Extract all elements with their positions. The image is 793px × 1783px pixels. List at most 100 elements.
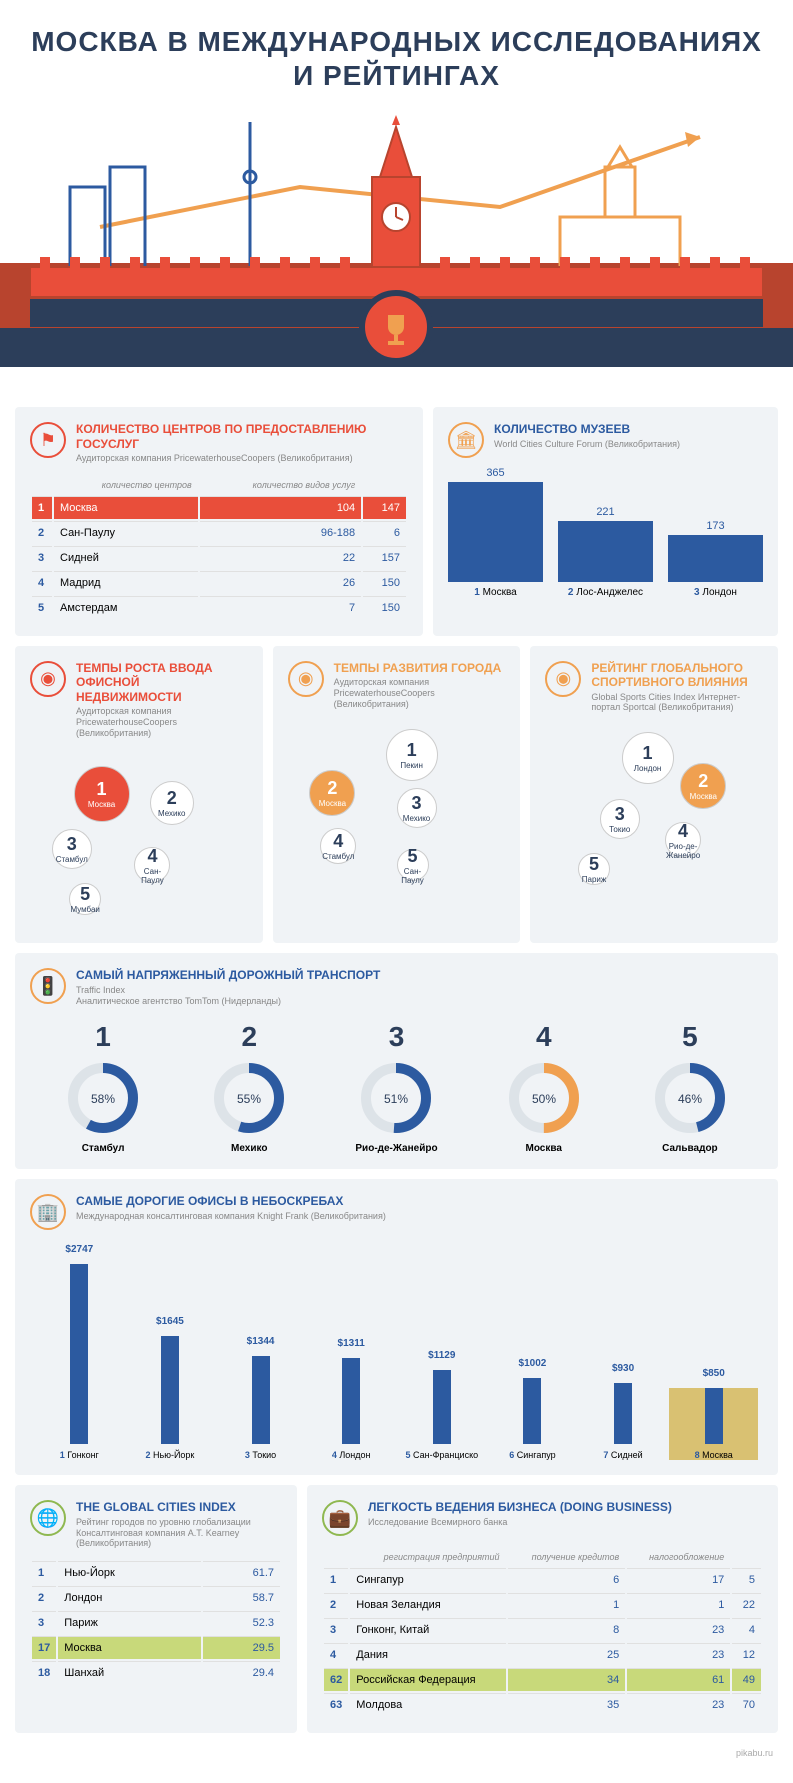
table-row: 2Сан-Паулу96-1886 bbox=[32, 521, 406, 544]
office-bar: $13443 Токио bbox=[216, 1356, 305, 1460]
traffic-title: САМЫЙ НАПРЯЖЕННЫЙ ДОРОЖНЫЙ ТРАНСПОРТ bbox=[76, 968, 380, 982]
bubble-title: ТЕМПЫ РАЗВИТИЯ ГОРОДА bbox=[334, 661, 506, 675]
bubble: 5Сан-Паулу bbox=[397, 849, 429, 881]
bubble-sub: Аудиторская компания PricewaterhouseCoop… bbox=[76, 706, 248, 738]
office-bar: $10026 Сингапур bbox=[488, 1378, 577, 1460]
bubble: 1Лондон bbox=[622, 732, 674, 784]
bubble-chart: 1Пекин 2Москва 3Мехико 4Стамбул 5Сан-Паулу bbox=[288, 720, 506, 900]
centers-title: КОЛИЧЕСТВО ЦЕНТРОВ ПО ПРЕДОСТАВЛЕНИЮ ГОС… bbox=[76, 422, 408, 451]
svg-text:46%: 46% bbox=[678, 1092, 702, 1106]
bubble-panel: ◉ РЕЙТИНГ ГЛОБАЛЬНОГО СПОРТИВНОГО ВЛИЯНИЯ… bbox=[530, 646, 778, 944]
bubble-title: ТЕМПЫ РОСТА ВВОДА ОФИСНОЙ НЕДВИЖИМОСТИ bbox=[76, 661, 248, 704]
table-row: 18Шанхай29.4 bbox=[32, 1661, 280, 1684]
office-bars: $27471 Гонконг$16452 Нью-Йорк$13443 Токи… bbox=[30, 1240, 763, 1460]
table-row: 63Молдова352370 bbox=[324, 1693, 761, 1716]
table-row: 1Москва104147 bbox=[32, 496, 406, 519]
office-bar: $13114 Лондон bbox=[307, 1358, 396, 1460]
bubble-panel: ◉ ТЕМПЫ РАЗВИТИЯ ГОРОДА Аудиторская компан… bbox=[273, 646, 521, 944]
table-row: 62Российская Федерация346149 bbox=[324, 1668, 761, 1691]
section-icon: ◉ bbox=[288, 661, 324, 697]
offices-icon: 🏢 bbox=[30, 1194, 66, 1230]
briefcase-icon: 💼 bbox=[322, 1500, 358, 1536]
building-icon: ⚑ bbox=[30, 422, 66, 458]
biz-sub: Исследование Всемирного банка bbox=[368, 1517, 672, 1528]
table-row: 5Амстердам7150 bbox=[32, 596, 406, 619]
traffic-donut: 158%Стамбул bbox=[63, 1021, 143, 1154]
biz-col-c: налогообложение bbox=[627, 1548, 730, 1566]
bubble-sub: Global Sports Cities Index Интернет-порт… bbox=[591, 692, 763, 714]
bubble: 4Сан-Паулу bbox=[134, 847, 170, 883]
museums-title: КОЛИЧЕСТВО МУЗЕЕВ bbox=[494, 422, 680, 436]
gci-sub: Рейтинг городов по уровню глобализации К… bbox=[76, 1517, 282, 1549]
museum-bar: 2212 Лос-Анджелес bbox=[558, 506, 653, 598]
offices-sub: Международная консалтинговая компания Kn… bbox=[76, 1211, 386, 1222]
bubble: 4Стамбул bbox=[320, 828, 356, 864]
biz-col-a: регистрация предприятий bbox=[350, 1548, 505, 1566]
office-bar: $9307 Сидней bbox=[579, 1383, 668, 1460]
gci-panel: 🌐 THE GLOBAL CITIES INDEX Рейтинг городо… bbox=[15, 1485, 297, 1733]
gci-title: THE GLOBAL CITIES INDEX bbox=[76, 1500, 282, 1514]
traffic-icon: 🚦 bbox=[30, 968, 66, 1004]
museum-bars: 3651 Москва2212 Лос-Анджелес1733 Лондон bbox=[448, 468, 763, 598]
museums-sub: World Cities Culture Forum (Великобритан… bbox=[494, 439, 680, 450]
bubble: 2Москва bbox=[309, 770, 355, 816]
centers-panel: ⚑ КОЛИЧЕСТВО ЦЕНТРОВ ПО ПРЕДОСТАВЛЕНИЮ Г… bbox=[15, 407, 423, 636]
bubble: 3Токио bbox=[600, 799, 640, 839]
svg-text:51%: 51% bbox=[384, 1092, 408, 1106]
bubble-title: РЕЙТИНГ ГЛОБАЛЬНОГО СПОРТИВНОГО ВЛИЯНИЯ bbox=[591, 661, 763, 690]
table-row: 3Гонконг, Китай8234 bbox=[324, 1618, 761, 1641]
traffic-donut: 546%Сальвадор bbox=[650, 1021, 730, 1154]
footer-credit: pikabu.ru bbox=[0, 1743, 793, 1763]
table-row: 2Лондон58.7 bbox=[32, 1586, 280, 1609]
biz-title: ЛЕГКОСТЬ ВЕДЕНИЯ БИЗНЕСА (DOING BUSINESS… bbox=[368, 1500, 672, 1514]
globe-icon: 🌐 bbox=[30, 1500, 66, 1536]
bubble-chart: 1Лондон2Москва3Токио4Рио-де-Жанейро5Пари… bbox=[545, 723, 763, 903]
skyline-svg bbox=[0, 107, 793, 367]
bubble: 3Стамбул bbox=[52, 829, 92, 869]
biz-table: регистрация предприятий получение кредит… bbox=[322, 1546, 763, 1718]
office-bar: $27471 Гонконг bbox=[35, 1264, 124, 1460]
bubble: 2Москва bbox=[680, 763, 726, 809]
col-a: количество центров bbox=[54, 476, 198, 494]
bubble: 5Париж bbox=[578, 853, 610, 885]
svg-text:50%: 50% bbox=[532, 1092, 556, 1106]
offices-panel: 🏢 САМЫЕ ДОРОГИЕ ОФИСЫ В НЕБОСКРЕБАХ Межд… bbox=[15, 1179, 778, 1475]
traffic-panel: 🚦 САМЫЙ НАПРЯЖЕННЫЙ ДОРОЖНЫЙ ТРАНСПОРТ T… bbox=[15, 953, 778, 1169]
section-icon: ◉ bbox=[545, 661, 581, 697]
offices-title: САМЫЕ ДОРОГИЕ ОФИСЫ В НЕБОСКРЕБАХ bbox=[76, 1194, 386, 1208]
hero-illustration bbox=[0, 107, 793, 367]
table-row: 3Париж52.3 bbox=[32, 1611, 280, 1634]
table-row: 17Москва29.5 bbox=[32, 1636, 280, 1659]
biz-col-b: получение кредитов bbox=[508, 1548, 626, 1566]
bubble: 3Мехико bbox=[397, 788, 437, 828]
office-bar: $16452 Нью-Йорк bbox=[126, 1336, 215, 1460]
office-bar: $8508 Москва bbox=[669, 1388, 758, 1460]
museums-panel: 🏛 КОЛИЧЕСТВО МУЗЕЕВ World Cities Culture… bbox=[433, 407, 778, 636]
gci-table: 1Нью-Йорк61.72Лондон58.73Париж52.317Моск… bbox=[30, 1559, 282, 1686]
bubble: 1Пекин bbox=[386, 729, 438, 781]
traffic-donut: 255%Мехико bbox=[209, 1021, 289, 1154]
biz-panel: 💼 ЛЕГКОСТЬ ВЕДЕНИЯ БИЗНЕСА (DOING BUSINE… bbox=[307, 1485, 778, 1733]
bubble: 2Мехико bbox=[150, 781, 194, 825]
table-row: 1Нью-Йорк61.7 bbox=[32, 1561, 280, 1584]
table-row: 1Сингапур6175 bbox=[324, 1568, 761, 1591]
col-b: количество видов услуг bbox=[200, 476, 361, 494]
page-title: МОСКВА В МЕЖДУНАРОДНЫХ ИССЛЕДОВАНИЯХ И Р… bbox=[0, 0, 793, 107]
museum-icon: 🏛 bbox=[448, 422, 484, 458]
bubble-panel: ◉ ТЕМПЫ РОСТА ВВОДА ОФИСНОЙ НЕДВИЖИМОСТИА… bbox=[15, 646, 263, 944]
bubble: 5Мумбаи bbox=[69, 883, 101, 915]
museum-bar: 1733 Лондон bbox=[668, 520, 763, 598]
traffic-donut: 450%Москва bbox=[504, 1021, 584, 1154]
traffic-donuts: 158%Стамбул255%Мехико351%Рио-де-Жанейро4… bbox=[30, 1021, 763, 1154]
col-blank bbox=[32, 476, 52, 494]
museum-bar: 3651 Москва bbox=[448, 467, 543, 598]
svg-text:58%: 58% bbox=[91, 1092, 115, 1106]
bubble-sub: Аудиторская компания PricewaterhouseCoop… bbox=[334, 677, 506, 709]
section-icon: ◉ bbox=[30, 661, 66, 697]
bubble: 1Москва bbox=[74, 766, 130, 822]
centers-sub: Аудиторская компания PricewaterhouseCoop… bbox=[76, 453, 408, 464]
traffic-sub: Traffic Index Аналитическое агентство To… bbox=[76, 985, 380, 1007]
table-row: 4Мадрид26150 bbox=[32, 571, 406, 594]
office-bar: $11295 Сан-Франциско bbox=[398, 1370, 487, 1460]
table-row: 3Сидней22157 bbox=[32, 546, 406, 569]
